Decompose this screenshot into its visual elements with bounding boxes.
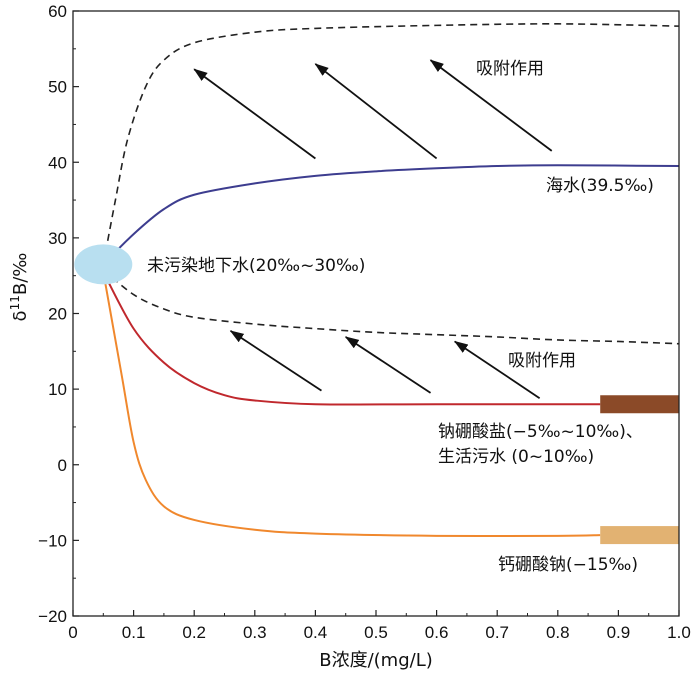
x-tick-label: 0.1	[122, 623, 146, 642]
x-tick-label: 0.9	[607, 623, 631, 642]
upper-adsorption-label: 吸附作用	[476, 59, 544, 79]
borate-label-line2: 生活污水 (0~10‰)	[438, 447, 594, 467]
lower-adsorption-label: 吸附作用	[508, 351, 576, 371]
adsorption-arrow-1	[193, 68, 316, 160]
adsorption-arrow-6	[453, 340, 541, 399]
y-tick-label: −10	[38, 531, 67, 550]
plot-frame	[72, 10, 680, 617]
x-tick-label: 0.8	[546, 623, 570, 642]
x-tick-label: 0.4	[304, 623, 328, 642]
x-tick-label: 0.3	[243, 623, 267, 642]
y-axis-title-sup: 11	[8, 295, 22, 310]
x-axis-title: B浓度/(mg/L)	[319, 650, 433, 671]
calcium-borate-label: 钙硼酸钠(−15‰)	[498, 555, 638, 575]
adsorption-arrow-5	[344, 336, 432, 394]
y-tick-label: 60	[48, 2, 67, 21]
x-tick-label: 0.5	[364, 623, 388, 642]
unpolluted-groundwater-label: 未污染地下水(20‰~30‰)	[147, 256, 365, 276]
range-bar-钠硼酸盐-range	[600, 395, 679, 414]
y-tick-label: 30	[48, 229, 67, 248]
series-line-海水	[102, 164, 680, 266]
series-line-钠硼酸盐	[102, 271, 601, 406]
y-tick-label: 40	[48, 153, 67, 172]
series-line-钙硼酸钠	[102, 271, 601, 538]
y-axis-title-rest: B/‰	[10, 253, 31, 296]
y-tick-label: 0	[58, 456, 67, 475]
adsorption-arrow-2	[314, 63, 438, 160]
series-line-lower-adsorption-dashed	[102, 269, 680, 345]
plot-area: 0 0.1 0.2 0.3 0.4 0.5 0.6 0.7 0.8 0.9 1.0 60 50 40 30 2…	[38, 2, 691, 642]
x-tick-label: 1.0	[667, 623, 691, 642]
y-tick-label: 20	[48, 305, 67, 324]
y-tick-label: 10	[48, 380, 67, 399]
seawater-label: 海水(39.5‰)	[546, 176, 654, 196]
x-tick-label: 0.7	[485, 623, 509, 642]
y-axis-title-main: δ	[10, 310, 31, 321]
series-line-upper-adsorption-dashed	[102, 23, 680, 265]
y-tick-label: 50	[48, 78, 67, 97]
x-tick-label: 0	[68, 623, 77, 642]
y-axis-title: δ11B/‰	[8, 253, 31, 322]
adsorption-arrow-4	[229, 330, 322, 392]
x-tick-label: 0.2	[182, 623, 206, 642]
adsorption-arrow-3	[429, 59, 553, 152]
unpolluted-groundwater-marker	[74, 244, 133, 285]
x-tick-label: 0.6	[425, 623, 449, 642]
y-tick-label: −20	[38, 607, 67, 626]
range-bar-钙硼酸钠-range	[600, 526, 679, 545]
borate-label-line1: 钠硼酸盐(−5‰~10‰)、	[438, 422, 643, 442]
